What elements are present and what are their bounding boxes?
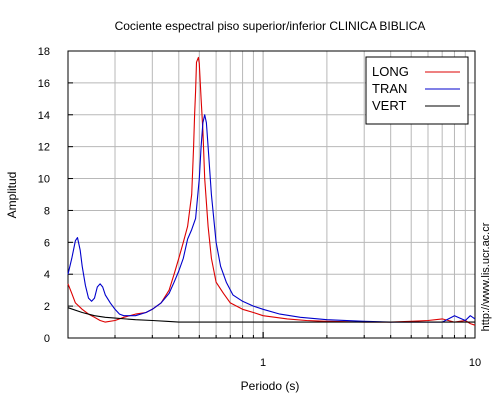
series-line-vert (67, 307, 475, 323)
y-tick-label: 2 (44, 301, 50, 313)
series-group (67, 56, 476, 326)
plot-frame (67, 50, 476, 339)
x-tick-label: 1 (260, 357, 266, 369)
chart-title: Cociente espectral piso superior/inferio… (115, 19, 426, 33)
series-line-tran (67, 114, 476, 323)
y-axis-label: Amplitud (5, 172, 19, 219)
x-axis-label: Periodo (s) (241, 379, 300, 393)
y-tick-label: 18 (38, 46, 50, 58)
grid (68, 51, 476, 338)
legend-label-tran: TRAN (372, 81, 407, 96)
watermark-url: http://www.lis.ucr.ac.cr (480, 222, 492, 331)
y-tick-label: 0 (44, 333, 50, 345)
y-tick-label: 4 (44, 269, 50, 281)
x-axis: 1 10 (114, 332, 481, 369)
y-tick-label: 6 (44, 237, 50, 249)
legend-label-long: LONG (372, 64, 409, 79)
legend-box (365, 56, 469, 125)
legend: LONG TRAN VERT (365, 56, 469, 125)
y-axis: 0 2 4 6 8 10 12 14 16 18 (38, 46, 73, 345)
x-tick-label: 10 (469, 357, 481, 369)
y-tick-label: 8 (44, 205, 50, 217)
y-tick-label: 14 (38, 110, 50, 122)
y-tick-label: 12 (38, 142, 50, 154)
y-tick-label: 16 (38, 78, 50, 90)
y-tick-label: 10 (38, 174, 50, 186)
legend-label-vert: VERT (372, 98, 406, 113)
